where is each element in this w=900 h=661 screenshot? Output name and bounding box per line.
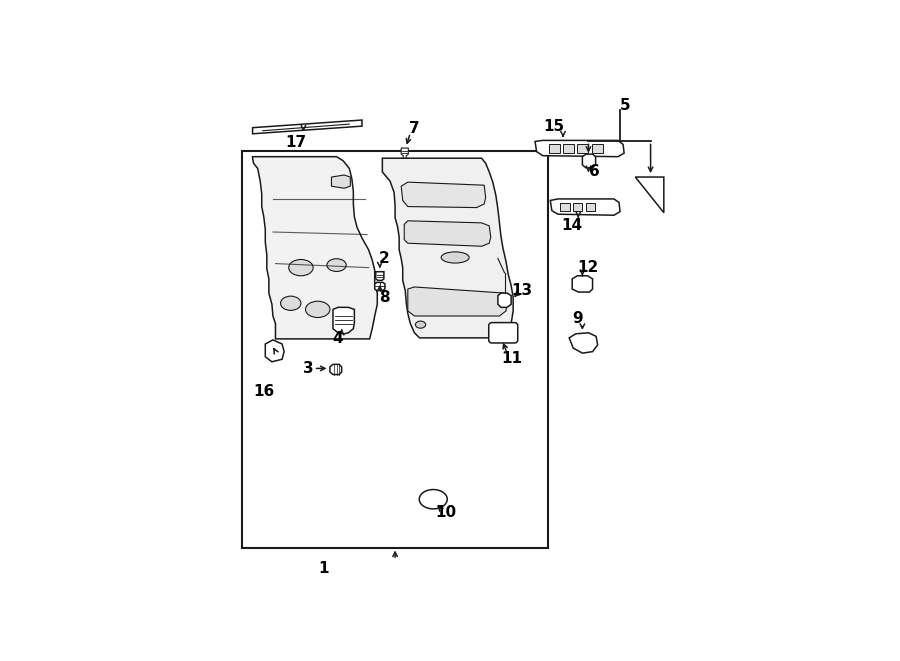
Polygon shape [375, 272, 384, 280]
Polygon shape [401, 148, 409, 159]
Polygon shape [404, 221, 491, 247]
Text: 11: 11 [501, 351, 523, 366]
Polygon shape [331, 175, 350, 188]
Polygon shape [333, 307, 355, 334]
Polygon shape [266, 340, 284, 362]
Text: 4: 4 [333, 331, 344, 346]
Polygon shape [382, 158, 513, 338]
Polygon shape [635, 177, 664, 213]
Ellipse shape [441, 252, 469, 263]
Text: 10: 10 [436, 506, 456, 520]
Bar [242, 151, 548, 547]
FancyBboxPatch shape [561, 203, 570, 211]
Polygon shape [498, 293, 511, 307]
Polygon shape [330, 364, 342, 375]
Text: 1: 1 [319, 561, 329, 576]
Text: 7: 7 [410, 121, 419, 136]
FancyBboxPatch shape [489, 323, 518, 343]
FancyBboxPatch shape [586, 203, 595, 211]
FancyBboxPatch shape [549, 145, 560, 153]
Text: 15: 15 [544, 118, 564, 134]
Text: 5: 5 [620, 98, 631, 113]
Ellipse shape [281, 296, 301, 311]
Ellipse shape [289, 260, 313, 276]
FancyBboxPatch shape [577, 145, 589, 153]
Polygon shape [536, 140, 624, 157]
Text: 2: 2 [379, 251, 390, 266]
Polygon shape [550, 199, 620, 215]
Text: 16: 16 [254, 384, 274, 399]
Text: 8: 8 [380, 290, 391, 305]
FancyBboxPatch shape [573, 203, 582, 211]
Polygon shape [408, 287, 507, 316]
Ellipse shape [327, 258, 346, 272]
FancyBboxPatch shape [591, 145, 603, 153]
Text: 14: 14 [562, 218, 583, 233]
Text: 12: 12 [577, 260, 598, 275]
Text: 6: 6 [590, 165, 600, 179]
Polygon shape [401, 182, 486, 208]
Text: 9: 9 [572, 311, 582, 326]
Ellipse shape [416, 321, 426, 329]
Polygon shape [374, 282, 385, 291]
Polygon shape [253, 157, 377, 339]
FancyBboxPatch shape [563, 145, 574, 153]
Ellipse shape [305, 301, 330, 317]
Ellipse shape [419, 490, 447, 509]
Polygon shape [582, 154, 596, 168]
Text: 17: 17 [285, 136, 306, 151]
Text: 13: 13 [512, 283, 533, 298]
Polygon shape [569, 332, 598, 353]
Polygon shape [572, 276, 592, 292]
Text: 3: 3 [303, 361, 314, 376]
